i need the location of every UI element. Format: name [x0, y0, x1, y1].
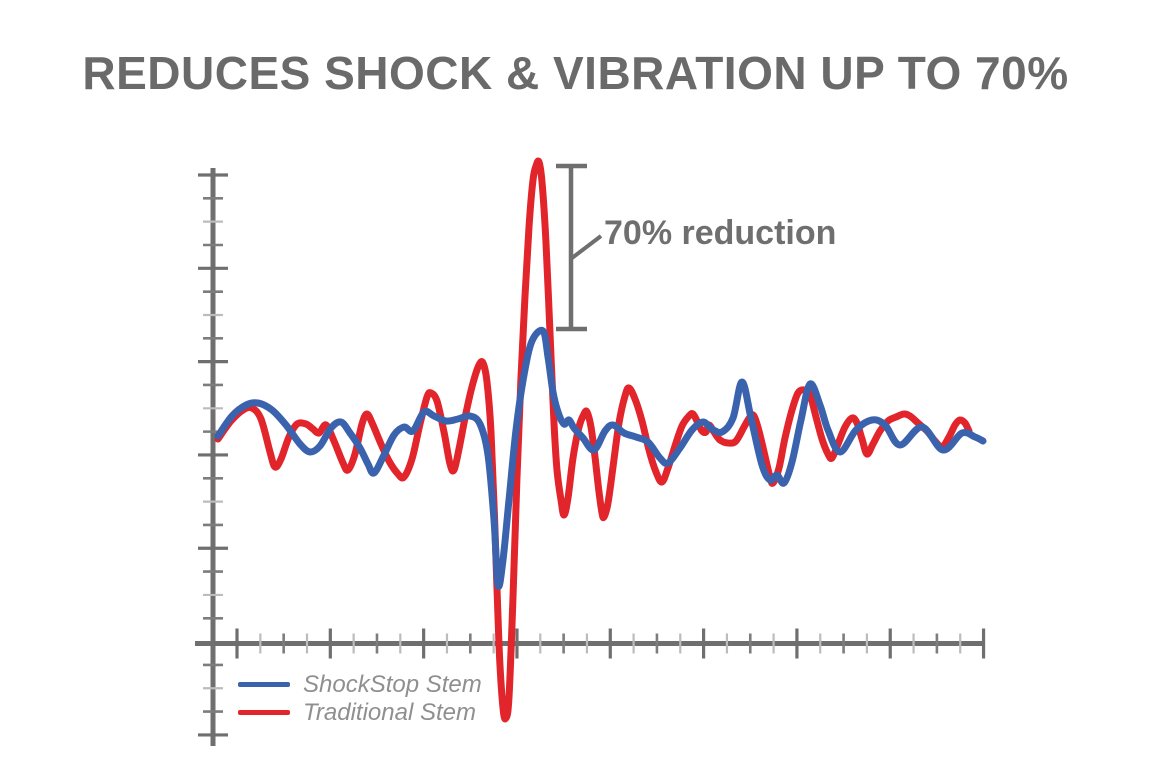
page-title: REDUCES SHOCK & VIBRATION UP TO 70% — [82, 47, 1069, 99]
axes — [195, 168, 986, 746]
legend-label-shockstop: ShockStop Stem — [303, 671, 482, 698]
legend: ShockStop Stem Traditional Stem — [238, 672, 482, 725]
legend-item-shockstop: ShockStop Stem — [238, 672, 482, 697]
reduction-bracket — [556, 163, 603, 332]
signal-traces — [214, 157, 987, 723]
trace-traditional-stem — [214, 157, 973, 723]
reduction-annotation: 70% reduction — [604, 214, 837, 252]
trace-shockstop-stem — [214, 326, 987, 590]
traditional-line-swatch — [238, 710, 290, 715]
shockstop-line-swatch — [238, 682, 290, 687]
legend-item-traditional: Traditional Stem — [238, 700, 482, 725]
legend-label-traditional: Traditional Stem — [303, 699, 476, 726]
bracket-pointer — [570, 234, 603, 260]
